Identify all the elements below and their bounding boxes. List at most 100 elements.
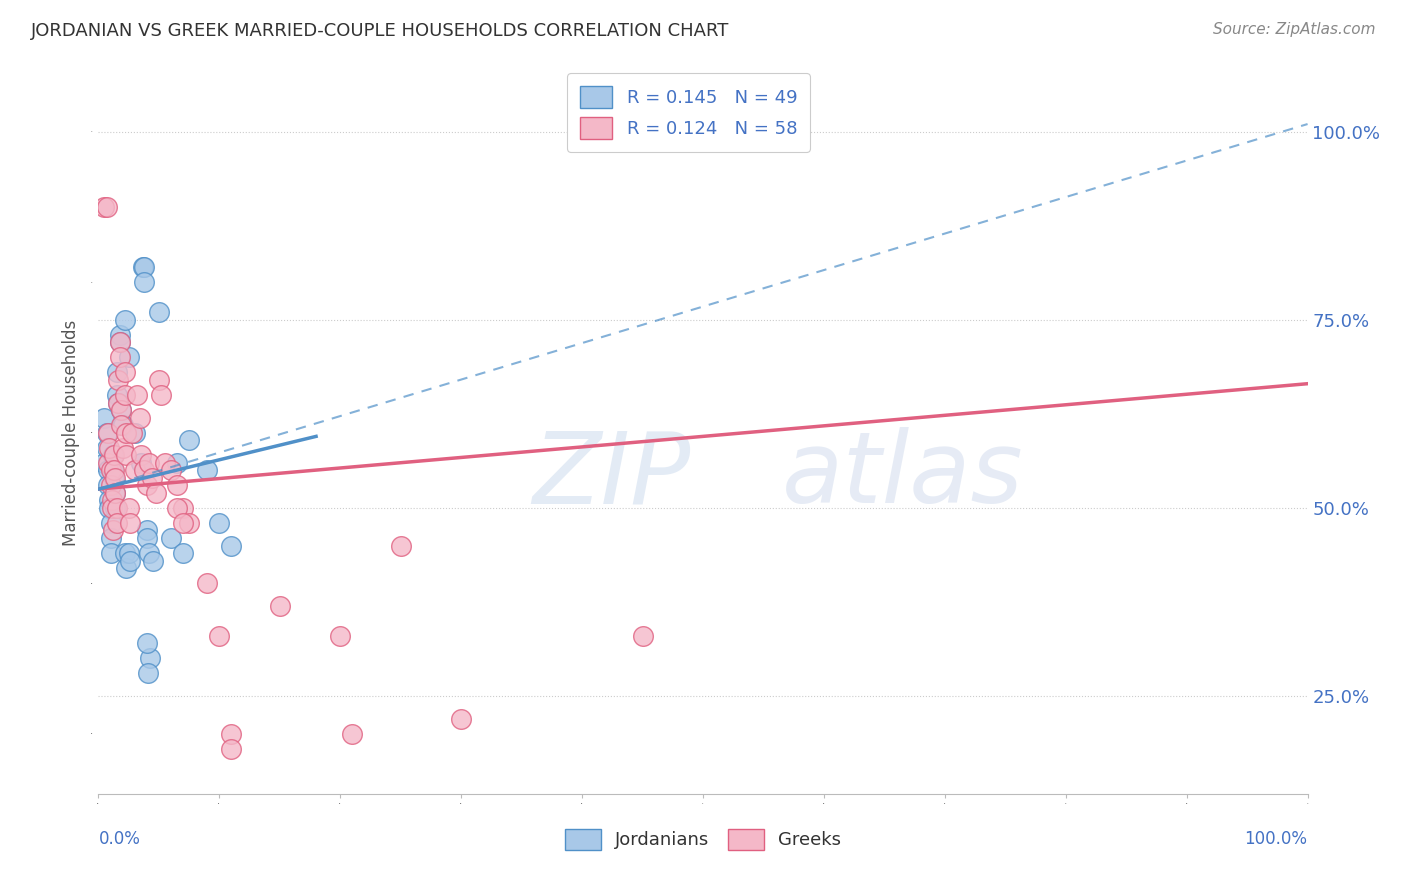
Point — [103, 463, 125, 477]
Point — [138, 546, 160, 560]
Point — [136, 666, 159, 681]
Point — [100, 463, 122, 477]
Point — [111, 418, 134, 433]
Point — [139, 651, 162, 665]
Point — [172, 546, 194, 560]
Point — [166, 456, 188, 470]
Point — [93, 200, 115, 214]
Point — [100, 500, 122, 515]
Point — [98, 493, 121, 508]
Point — [118, 500, 141, 515]
Point — [138, 456, 160, 470]
Point — [127, 388, 149, 402]
Point — [150, 388, 173, 402]
Point — [195, 576, 218, 591]
Point — [105, 388, 128, 402]
Point — [172, 516, 194, 530]
Point — [195, 463, 218, 477]
Point — [129, 448, 152, 462]
Point — [160, 463, 183, 477]
Point — [208, 516, 231, 530]
Point — [105, 500, 128, 515]
Point — [142, 553, 165, 567]
Point — [96, 441, 118, 455]
Point — [134, 463, 156, 477]
Point — [128, 410, 150, 425]
Point — [145, 485, 167, 500]
Point — [104, 485, 127, 500]
Point — [110, 418, 132, 433]
Point — [96, 425, 118, 440]
Point — [141, 471, 163, 485]
Point — [100, 516, 122, 530]
Point — [93, 456, 115, 470]
Point — [135, 636, 157, 650]
Text: ZIP: ZIP — [533, 427, 690, 524]
Point — [110, 403, 132, 417]
Point — [108, 335, 131, 350]
Point — [269, 599, 291, 613]
Point — [148, 373, 170, 387]
Point — [97, 425, 120, 440]
Point — [108, 351, 131, 365]
Point — [166, 478, 188, 492]
Point — [93, 410, 115, 425]
Point — [132, 260, 155, 274]
Point — [118, 516, 141, 530]
Point — [103, 448, 125, 462]
Text: 0.0%: 0.0% — [98, 830, 141, 848]
Text: atlas: atlas — [782, 427, 1024, 524]
Point — [104, 500, 127, 515]
Point — [103, 471, 125, 485]
Point — [208, 629, 231, 643]
Point — [172, 500, 194, 515]
Legend: Jordanians, Greeks: Jordanians, Greeks — [558, 822, 848, 857]
Point — [104, 471, 127, 485]
Point — [97, 463, 120, 477]
Point — [114, 312, 136, 326]
Point — [115, 425, 138, 440]
Point — [134, 260, 156, 274]
Point — [631, 629, 654, 643]
Point — [221, 539, 243, 553]
Point — [118, 351, 141, 365]
Point — [179, 433, 201, 447]
Point — [135, 524, 157, 538]
Point — [118, 546, 141, 560]
Point — [100, 478, 122, 492]
Point — [342, 726, 364, 740]
Point — [134, 275, 156, 289]
Point — [101, 463, 124, 477]
Point — [166, 500, 188, 515]
Point — [329, 629, 352, 643]
Point — [100, 546, 122, 560]
Point — [631, 125, 654, 139]
Point — [121, 425, 143, 440]
Point — [148, 305, 170, 319]
Point — [98, 500, 121, 515]
Point — [107, 395, 129, 409]
Point — [179, 516, 201, 530]
Point — [104, 485, 127, 500]
Point — [98, 441, 121, 455]
Point — [118, 553, 141, 567]
Point — [135, 531, 157, 545]
Point — [97, 478, 120, 492]
Point — [100, 531, 122, 545]
Point — [97, 456, 120, 470]
Point — [389, 539, 412, 553]
Point — [114, 366, 136, 380]
Point — [221, 726, 243, 740]
Point — [124, 425, 146, 440]
Point — [101, 448, 124, 462]
Point — [221, 741, 243, 756]
Point — [100, 493, 122, 508]
Point — [107, 395, 129, 409]
Point — [110, 403, 132, 417]
Point — [108, 327, 131, 342]
Point — [111, 441, 134, 455]
Point — [153, 456, 176, 470]
Text: Source: ZipAtlas.com: Source: ZipAtlas.com — [1212, 22, 1375, 37]
Point — [105, 366, 128, 380]
Point — [114, 546, 136, 560]
